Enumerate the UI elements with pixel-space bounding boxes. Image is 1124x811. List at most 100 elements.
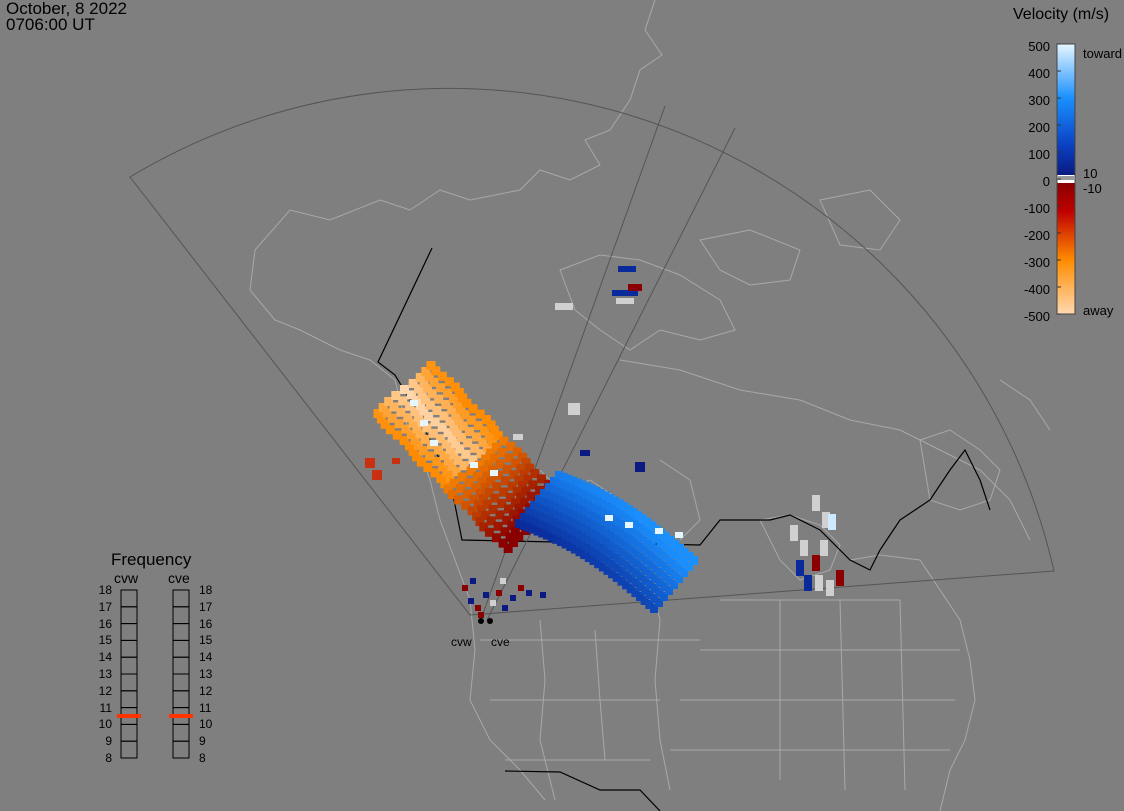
velocity-cell — [526, 491, 536, 501]
velocity-cell — [576, 529, 585, 539]
velocity-cell — [468, 598, 474, 604]
velocity-cell — [481, 454, 491, 464]
velocity-cell — [454, 416, 464, 426]
velocity-cell — [458, 393, 468, 403]
frequency-cell-cvw — [120, 623, 138, 641]
velocity-cell — [559, 480, 568, 490]
velocity-cell — [457, 433, 467, 442]
frequency-cell-cvw — [120, 656, 138, 675]
velocity-cell — [432, 406, 442, 415]
velocity-cell — [420, 434, 430, 444]
velocity-cell — [585, 544, 594, 554]
velocity-cell — [479, 494, 489, 504]
velocity-cell — [589, 546, 598, 556]
velocity-cell — [466, 466, 476, 476]
velocity-cell — [666, 536, 675, 546]
velocity-cell — [675, 532, 683, 538]
velocity-cell — [414, 384, 424, 394]
velocity-cell — [637, 552, 646, 562]
velocity-cell — [400, 385, 409, 394]
time-label: 0706:00 UT — [6, 15, 95, 34]
velocity-cell — [510, 595, 516, 601]
velocity-cell — [580, 550, 589, 560]
velocity-cell — [545, 483, 553, 492]
velocity-cell — [637, 562, 646, 572]
velocity-cell — [408, 446, 418, 456]
velocity-cell — [391, 391, 401, 400]
velocity-cell — [536, 474, 546, 484]
velocity-cell — [502, 605, 508, 611]
velocity-cell — [618, 266, 636, 272]
velocity-cell — [608, 550, 617, 560]
velocity-cell — [410, 407, 420, 417]
velocity-cell — [488, 437, 498, 447]
velocity-cell — [582, 490, 591, 500]
velocity-cell — [680, 557, 689, 567]
velocity-cell — [513, 434, 523, 440]
velocity-cell — [419, 406, 429, 416]
velocity-cell — [645, 599, 654, 609]
velocity-cell — [511, 458, 521, 468]
frequency-cell-cve — [172, 623, 190, 641]
velocity-cell — [571, 519, 580, 529]
velocity-cell — [636, 592, 645, 602]
velocity-cell — [619, 510, 628, 520]
velocity-cell — [535, 485, 545, 495]
velocity-cell — [493, 431, 503, 441]
velocity-cell — [581, 507, 590, 517]
velocity-tick-label: 100 — [1028, 147, 1050, 162]
velocity-cell — [662, 532, 671, 542]
velocity-cell — [591, 503, 600, 513]
velocity-cell — [676, 544, 685, 554]
velocity-cell — [595, 532, 604, 542]
velocity-cell — [635, 462, 645, 472]
velocity-cell — [591, 495, 600, 505]
velocity-cell — [582, 498, 591, 508]
velocity-cell — [469, 494, 479, 504]
velocity-cell — [519, 469, 529, 479]
velocity-cell — [594, 559, 603, 569]
velocity-cell — [641, 566, 650, 576]
velocity-cell — [622, 570, 631, 580]
velocity-cell — [581, 523, 590, 533]
site-label-cvw: cvw — [451, 635, 472, 649]
velocity-cell — [605, 520, 614, 530]
velocity-cell — [601, 499, 610, 509]
velocity-cell — [538, 520, 547, 530]
velocity-cell — [595, 523, 604, 533]
velocity-cell — [624, 514, 633, 524]
velocity-cell — [566, 533, 575, 543]
velocity-cell — [462, 585, 468, 591]
velocity-cell — [642, 556, 651, 566]
velocity-cell — [657, 538, 666, 548]
velocity-cell — [427, 389, 437, 399]
velocity-cell — [431, 366, 441, 376]
velocity-cell — [462, 398, 472, 408]
velocity-cell — [552, 526, 561, 536]
velocity-cell — [498, 538, 508, 548]
velocity-cell — [625, 522, 633, 528]
velocity-cell — [443, 388, 453, 398]
velocity-cell — [475, 517, 485, 526]
velocity-cell — [651, 574, 660, 584]
velocity-cell — [416, 457, 426, 467]
velocity-cell — [490, 493, 500, 503]
velocity-cell — [603, 565, 612, 575]
velocity-cell — [557, 512, 566, 522]
velocity-cell — [812, 495, 820, 511]
velocity-cell — [627, 554, 636, 564]
velocity-cell — [631, 588, 640, 598]
velocity-cell — [424, 412, 434, 421]
velocity-cell — [422, 423, 432, 433]
velocity-cell — [429, 377, 439, 387]
velocity-cell — [665, 575, 674, 585]
velocity-cell — [451, 410, 461, 420]
velocity-cell — [544, 490, 553, 500]
velocity-tick-label: -100 — [1023, 201, 1050, 216]
frequency-tick-right: 13 — [199, 667, 213, 681]
velocity-cell — [516, 492, 526, 502]
velocity-cell — [447, 461, 457, 471]
velocity-cell — [486, 448, 496, 458]
velocity-cell — [612, 572, 621, 582]
velocity-cell — [567, 516, 576, 526]
